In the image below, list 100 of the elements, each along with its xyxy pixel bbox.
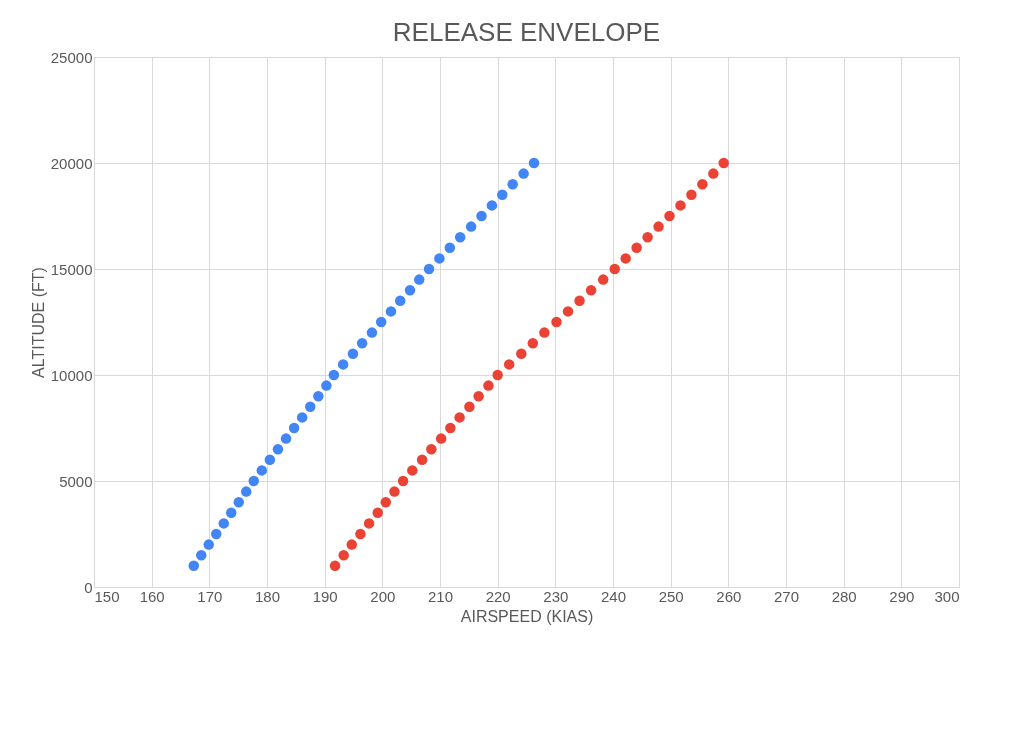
point	[329, 560, 341, 572]
point	[486, 200, 498, 211]
point	[609, 263, 620, 275]
point	[305, 401, 316, 413]
y-tick-label: 5000	[59, 472, 93, 490]
point	[597, 274, 609, 285]
point	[483, 380, 494, 391]
point	[337, 359, 349, 370]
y-tick-label: 15000	[50, 260, 93, 278]
point	[385, 306, 397, 317]
point	[454, 412, 465, 423]
point	[414, 274, 425, 285]
point	[444, 242, 456, 254]
y-tick-label: 0	[84, 578, 93, 596]
point	[241, 486, 252, 497]
point	[248, 475, 259, 487]
point	[620, 253, 631, 264]
point	[407, 465, 418, 476]
point	[585, 284, 597, 296]
point	[435, 433, 447, 444]
point	[426, 443, 437, 455]
point	[380, 496, 392, 508]
point	[404, 284, 416, 296]
point	[256, 465, 268, 476]
point	[280, 433, 292, 444]
point	[518, 168, 529, 179]
x-tick-label: 190	[312, 587, 338, 605]
point	[664, 210, 675, 222]
point	[476, 210, 487, 222]
point	[528, 157, 540, 169]
x-tick-label: 210	[427, 587, 454, 605]
y-tick-label: 20000	[50, 154, 93, 172]
point	[653, 221, 664, 232]
point	[631, 242, 642, 254]
point	[372, 507, 383, 519]
point	[574, 295, 585, 307]
point	[454, 231, 466, 243]
point	[272, 443, 284, 455]
point	[697, 178, 708, 190]
x-tick-label: 250	[658, 587, 684, 605]
point	[363, 518, 375, 529]
x-tick-label: 270	[773, 587, 800, 605]
point	[445, 422, 456, 434]
x-tick-label: 160	[139, 587, 165, 605]
point	[389, 486, 400, 497]
point	[321, 380, 332, 391]
x-tick-label: 170	[197, 587, 223, 605]
point	[375, 316, 387, 328]
point	[516, 348, 527, 360]
point	[347, 348, 359, 360]
x-tick-label: 240	[600, 587, 627, 605]
point	[642, 231, 653, 243]
point	[397, 475, 409, 487]
y-tick-label: 10000	[50, 366, 93, 384]
point	[211, 528, 222, 540]
point	[551, 316, 562, 328]
x-axis-title: AIRSPEED (KIAS)	[460, 607, 594, 625]
x-tick-label: 220	[485, 587, 511, 605]
y-tick-label: 25000	[50, 48, 93, 66]
point	[218, 518, 229, 529]
point	[473, 390, 484, 402]
x-tick-label: 260	[716, 587, 742, 605]
point	[356, 337, 368, 349]
point	[527, 337, 539, 349]
point	[233, 496, 244, 508]
point	[338, 549, 349, 561]
point	[718, 157, 729, 169]
point	[708, 168, 719, 179]
point	[423, 263, 435, 275]
point	[492, 369, 503, 381]
chart-title: RELEASE ENVELOPE	[392, 17, 661, 47]
point	[434, 253, 445, 264]
x-tick-label: 230	[543, 587, 569, 605]
point	[503, 359, 515, 370]
point	[562, 306, 574, 317]
point	[188, 560, 200, 572]
point	[686, 189, 697, 201]
point	[226, 507, 237, 519]
point	[346, 539, 358, 550]
point	[497, 189, 508, 201]
point	[394, 295, 406, 307]
point	[196, 549, 207, 561]
point	[313, 390, 324, 402]
x-tick-label: 290	[889, 587, 915, 605]
point	[328, 369, 340, 381]
point	[465, 221, 477, 232]
x-tick-label: 150	[94, 587, 120, 605]
point	[416, 454, 428, 466]
y-axis-title: ALTITUDE (FT)	[29, 267, 47, 378]
point	[507, 178, 518, 190]
point	[464, 401, 475, 413]
x-tick-label: 180	[254, 587, 281, 605]
x-tick-label: 300	[934, 587, 960, 605]
point	[366, 327, 378, 338]
point	[296, 412, 308, 423]
point	[264, 454, 276, 466]
x-tick-label: 200	[370, 587, 396, 605]
point	[675, 200, 686, 211]
x-tick-label: 280	[831, 587, 857, 605]
point	[355, 528, 366, 540]
